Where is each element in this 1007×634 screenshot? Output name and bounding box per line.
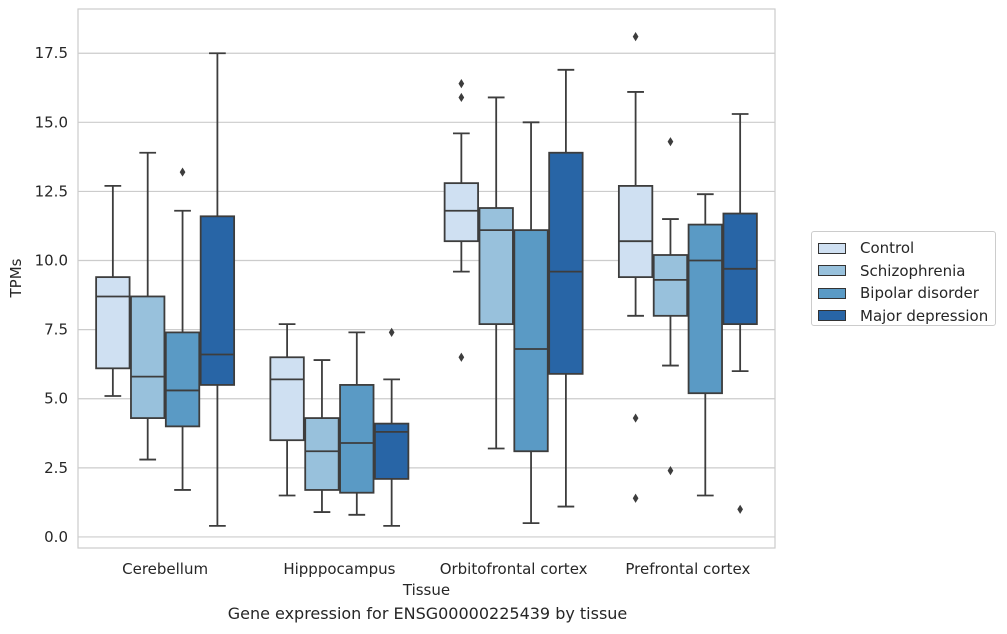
box-major-depression xyxy=(548,68,584,508)
legend-swatch xyxy=(818,265,846,277)
outlier-point xyxy=(632,32,639,42)
y-tick-labels: 0.0 2.5 5.0 7.5 10.0 12.5 15.0 17.5 xyxy=(35,44,68,546)
outlier-point xyxy=(388,327,395,337)
x-tick-label: Prefrontal cortex xyxy=(625,560,750,578)
outlier-point xyxy=(667,137,674,147)
y-tick-label: 5.0 xyxy=(44,390,68,408)
outlier-point xyxy=(458,79,465,89)
y-tick-label: 12.5 xyxy=(35,182,68,200)
outlier-point xyxy=(179,167,186,177)
legend-swatch xyxy=(818,287,846,299)
box-body xyxy=(339,384,375,494)
box-control xyxy=(617,32,654,503)
box-body xyxy=(374,422,410,480)
x-axis-label: Tissue xyxy=(402,581,450,599)
box-bipolar-disorder xyxy=(687,193,723,497)
x-tick-label: Hipppocampus xyxy=(283,560,395,578)
box-body xyxy=(443,182,479,243)
chart-caption: Gene expression for ENSG00000225439 by t… xyxy=(227,604,628,623)
legend-label: Control xyxy=(860,239,915,258)
box-bipolar-disorder xyxy=(164,167,201,491)
box-bipolar-disorder xyxy=(513,121,549,525)
outlier-point xyxy=(458,92,465,103)
legend-item: Bipolar disorder xyxy=(818,282,995,305)
box-body xyxy=(652,254,689,317)
legend-item: Major depression xyxy=(818,305,995,328)
box-body xyxy=(95,276,131,370)
gridlines xyxy=(78,52,775,538)
box-control xyxy=(443,79,479,362)
outlier-point xyxy=(632,493,639,503)
legend-item: Schizophrenia xyxy=(818,260,995,283)
outlier-point xyxy=(632,413,639,423)
box-body xyxy=(548,151,584,375)
box-schizophrenia xyxy=(478,96,514,450)
legend-label: Major depression xyxy=(860,306,989,325)
box-control xyxy=(269,323,305,497)
y-tick-label: 7.5 xyxy=(44,321,68,339)
box-body xyxy=(199,215,236,386)
box-control xyxy=(95,185,131,397)
box-major-depression xyxy=(722,113,758,514)
x-tick-labels: Cerebellum Hipppocampus Orbitofrontal cort… xyxy=(122,560,750,578)
y-tick-label: 10.0 xyxy=(35,252,68,270)
x-tick-label: Cerebellum xyxy=(122,560,208,578)
y-axis-label: TPMs xyxy=(7,258,25,298)
box-body xyxy=(130,295,166,419)
legend: Control Schizophrenia Bipolar disorder Majo… xyxy=(811,231,996,326)
box-major-depression xyxy=(199,52,236,527)
boxes xyxy=(95,32,758,527)
box-body xyxy=(617,185,654,279)
y-tick-label: 2.5 xyxy=(44,459,68,477)
box-body xyxy=(164,331,201,428)
box-bipolar-disorder xyxy=(339,331,375,516)
legend-label: Schizophrenia xyxy=(860,261,966,280)
box-major-depression xyxy=(374,327,410,527)
box-schizophrenia xyxy=(130,151,166,461)
outlier-point xyxy=(667,466,674,476)
legend-swatch xyxy=(818,242,846,254)
box-body xyxy=(687,223,723,395)
y-tick-label: 15.0 xyxy=(35,113,68,131)
box-schizophrenia xyxy=(304,359,340,513)
y-tick-label: 17.5 xyxy=(35,44,68,62)
legend-label: Bipolar disorder xyxy=(860,284,979,303)
box-body xyxy=(513,229,549,453)
x-tick-label: Orbitofrontal cortex xyxy=(440,560,588,578)
box-body xyxy=(304,417,340,491)
box-schizophrenia xyxy=(652,137,689,476)
y-tick-label: 0.0 xyxy=(44,528,68,546)
legend-item: Control xyxy=(818,237,995,260)
outlier-point xyxy=(737,504,744,514)
box-body xyxy=(269,356,305,442)
legend-swatch xyxy=(818,310,846,322)
outlier-point xyxy=(458,352,465,362)
box-body xyxy=(478,207,514,326)
